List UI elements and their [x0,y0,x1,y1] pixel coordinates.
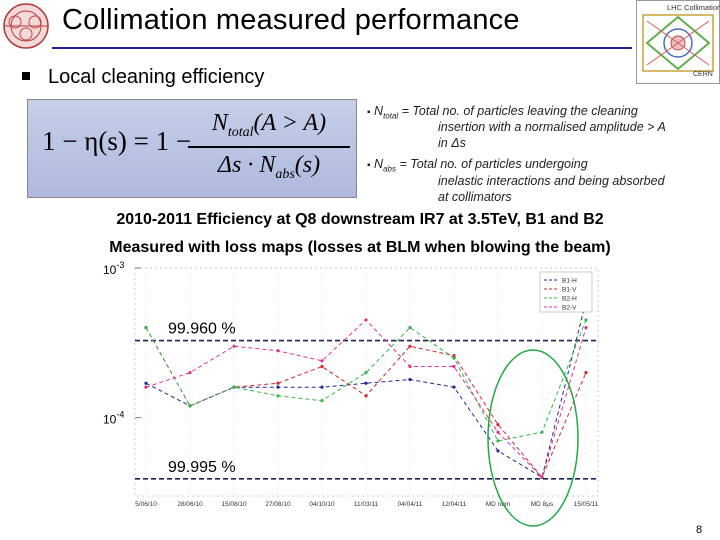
data-point [584,318,588,322]
data-point [408,344,412,348]
data-point [276,381,280,385]
logo-caption-top: LHC Collimation [667,3,720,12]
data-point [320,364,324,369]
legend-label: B2-H [562,296,577,303]
data-point [320,385,324,389]
x-tick-label: MD nom [486,501,511,508]
collimation-logo-icon [642,14,714,72]
chart-heading-2: Measured with loss maps (losses at BLM w… [109,239,611,256]
x-tick-label: 12/04/11 [442,501,467,508]
def-line: insertion with a normalised amplitude > … [438,120,666,134]
def-line: = Total no. of particles undergoing [395,157,588,171]
legend-label: B1-H [562,278,577,285]
formula-lhs: 1 − η(s) = 1 − [42,126,192,156]
def-symbol: N [374,104,384,118]
threshold-label: 99.995 % [168,459,236,476]
cern-logo-icon [3,3,49,49]
highlight-ellipse [487,349,579,527]
data-point [364,371,368,375]
data-point [276,394,280,398]
definition-n-total: ▪ Ntotal = Total no. of particles leavin… [367,104,638,124]
x-tick-label: 27/08/10 [265,501,291,508]
legend-label: B2-V [562,305,577,312]
threshold-label: 99.960 % [168,321,236,338]
data-point [232,344,236,348]
data-point [276,349,280,353]
slide-title: Collimation measured performance [62,4,520,36]
def-symbol: N [374,157,384,171]
data-point [188,371,192,375]
def-line: in Δs [438,136,466,150]
data-point [364,394,368,398]
bullet-local-cleaning: Local cleaning efficiency [22,66,264,89]
title-underline [52,47,632,49]
data-point [452,385,456,389]
data-point [320,399,324,403]
data-point [452,364,456,369]
bullet-text: Local cleaning efficiency [48,66,265,88]
formula-numerator: Ntotal(A > A) [211,110,327,140]
lhc-collimation-logo: LHC Collimation CERN [636,0,720,84]
data-point [452,353,456,358]
data-point [496,449,500,453]
data-point [144,325,148,330]
data-point [408,325,412,330]
efficiency-chart: 10-3 10-4 99.960 % 99.995 % 5/06/10 28/06/10 1… [103,260,599,527]
logo-caption-bottom: CERN [693,71,713,78]
page-number: 8 [696,524,703,536]
data-point [496,430,500,434]
definition-n-abs: ▪ Nabs = Total no. of particles undergoi… [367,157,588,177]
x-tick-label: 15/08/10 [221,501,247,508]
formula-fraction-bar [188,146,350,148]
data-point [364,381,368,385]
bullet-dot-icon: ▪ [367,160,371,171]
x-tick-label: MD 8μs [531,501,554,508]
bullet-dot-icon: ▪ [367,107,371,118]
data-point [188,404,192,408]
data-point [276,385,280,389]
x-tick-label: 28/06/10 [177,501,203,508]
data-point [320,359,324,363]
data-point [540,430,544,434]
data-point [584,325,588,330]
data-point [452,356,456,360]
data-point [496,439,500,443]
data-point [144,381,148,385]
data-point [144,385,148,389]
data-point [540,475,544,479]
x-tick-label: 04/04/11 [398,501,423,508]
data-point [408,364,412,369]
cleaning-efficiency-formula: 1 − η(s) = 1 − Ntotal(A > A) Δs · Nabs(s… [27,99,357,198]
x-tick-label: 11/03/11 [354,501,379,508]
x-tick-label: 04/10/10 [309,501,335,508]
formula-denominator: Δs · Nabs(s) [217,152,321,182]
square-bullet-icon [22,71,30,80]
data-point [584,371,588,375]
data-point [408,377,412,382]
data-point [232,385,236,389]
data-point [496,422,500,427]
def-line: = Total no. of particles leaving the cle… [398,104,638,118]
def-subscript: abs [383,164,396,174]
y-tick-label: 10-3 [103,260,124,277]
def-line: inelastic interactions and being absorbe… [438,174,665,188]
legend-box [539,271,593,313]
x-tick-label: 15/05/11 [574,501,599,508]
y-tick-label: 10-4 [103,410,124,427]
series-line [145,319,587,442]
data-point [364,318,368,322]
def-line: at collimators [438,190,512,204]
legend-label: B1-V [562,287,577,294]
x-tick-label: 5/06/10 [135,501,157,508]
chart-heading-1: 2010-2011 Efficiency at Q8 downstream IR… [116,211,604,228]
def-subscript: total [383,111,399,121]
